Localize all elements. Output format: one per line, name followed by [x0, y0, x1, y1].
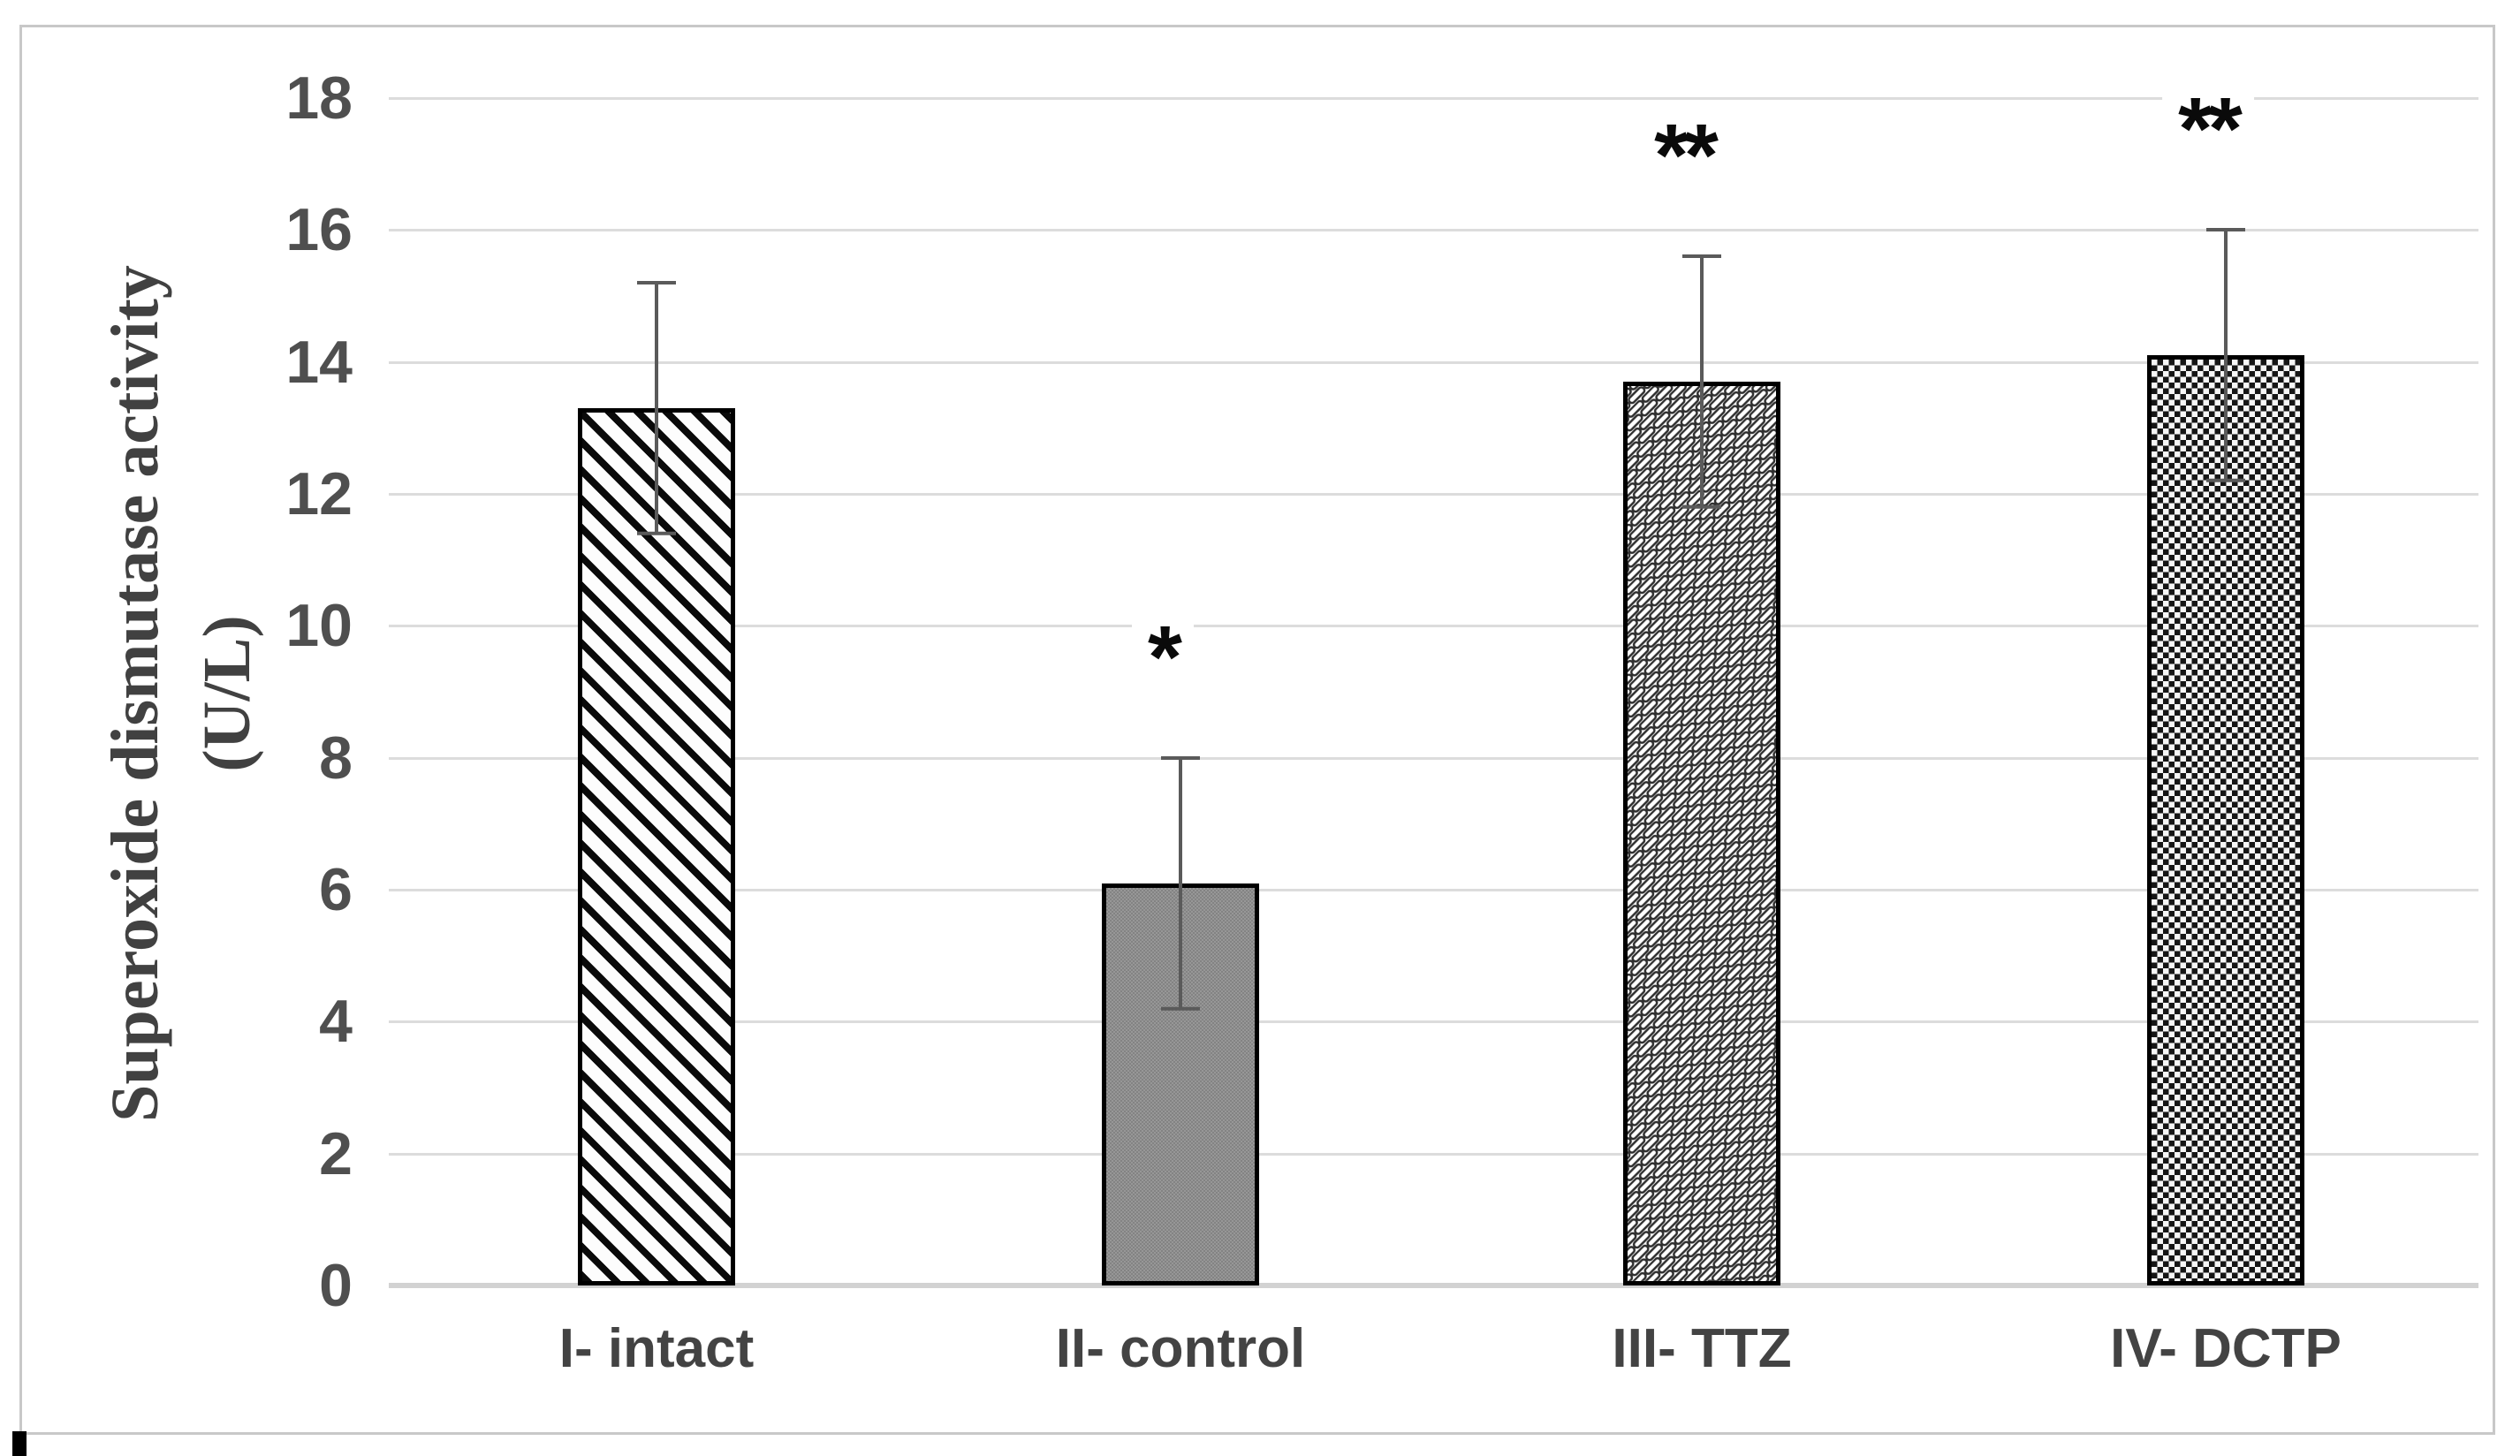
gridline	[389, 493, 2478, 496]
y-tick-label: 6	[319, 856, 353, 923]
y-axis-title: Superoxide dismutase activity (U/L)	[89, 265, 273, 1122]
diagonal-brick-pattern	[1628, 386, 1776, 1281]
x-category-label: I- intact	[558, 1318, 755, 1379]
category-axis-line	[389, 1283, 2478, 1288]
error-bar	[637, 281, 676, 535]
y-tick-label: 2	[319, 1119, 353, 1187]
text-cursor-artifact	[12, 1431, 27, 1456]
gridline	[389, 97, 2478, 100]
bar-iv-dctp	[2147, 355, 2304, 1285]
significance-annotation: *	[1132, 607, 1194, 707]
gridline	[389, 889, 2478, 891]
x-category-label: II- control	[1055, 1318, 1306, 1379]
y-tick-label: 14	[285, 328, 353, 396]
bar-ii-control	[1102, 883, 1259, 1285]
significance-annotation: **	[2162, 80, 2254, 179]
error-bar	[1682, 254, 1721, 509]
significance-annotation: **	[1638, 106, 1730, 206]
bar-iii-ttz	[1623, 382, 1780, 1285]
y-tick-label: 8	[319, 724, 353, 792]
y-tick-label: 4	[319, 988, 353, 1056]
gridline	[389, 625, 2478, 628]
gridline	[389, 229, 2478, 232]
y-tick-label: 18	[285, 64, 353, 132]
error-bar	[2206, 228, 2245, 483]
x-category-label: III- TTZ	[1612, 1318, 1792, 1379]
y-tick-label: 12	[285, 460, 353, 527]
bar-i-intact	[578, 407, 735, 1285]
gridline	[389, 360, 2478, 364]
y-axis-title-line1: Superoxide dismutase activity	[98, 265, 172, 1122]
gridline	[389, 1020, 2478, 1024]
gridline	[389, 1152, 2478, 1156]
x-category-label: IV- DCTP	[2110, 1318, 2342, 1379]
y-axis-title-line2: (U/L)	[190, 615, 264, 772]
y-tick-label: 0	[319, 1252, 353, 1319]
y-tick-label: 10	[285, 592, 353, 660]
y-tick-label: 16	[285, 196, 353, 264]
error-bar	[1161, 755, 1200, 1011]
gridline	[389, 756, 2478, 760]
